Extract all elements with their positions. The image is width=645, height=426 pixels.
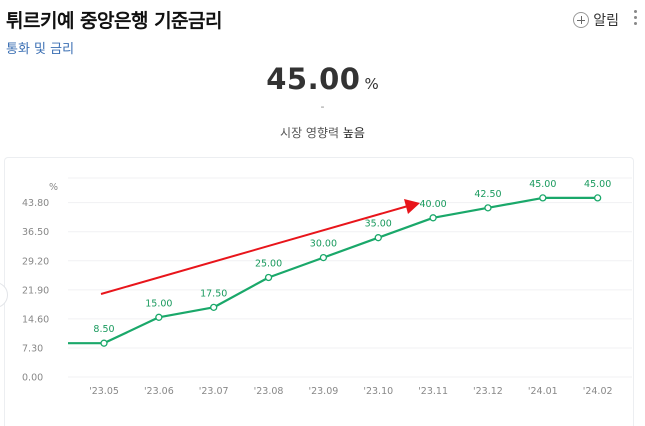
data-label: 45.00 xyxy=(584,179,611,190)
rate-change: - xyxy=(320,100,325,113)
data-point xyxy=(374,234,382,242)
data-label: 30.00 xyxy=(310,239,337,250)
data-point xyxy=(484,204,492,212)
rate-value: 45.00 xyxy=(266,62,361,96)
plus-circle-icon xyxy=(573,12,590,28)
x-tick-label: '23.10 xyxy=(363,386,393,397)
data-label: 35.00 xyxy=(365,219,392,230)
x-tick-label: '23.11 xyxy=(418,386,448,397)
market-impact: 시장 영향력 높음 xyxy=(0,124,645,141)
y-unit-label: % xyxy=(49,182,58,193)
y-tick-label: 7.30 xyxy=(22,343,43,354)
data-label: 40.00 xyxy=(419,199,446,210)
series-line xyxy=(68,196,598,345)
data-point xyxy=(155,313,163,321)
x-tick-label: '24.01 xyxy=(528,386,558,397)
alert-label: 알림 xyxy=(593,13,619,29)
x-tick-label: '23.09 xyxy=(308,386,338,397)
current-value: 45.00% xyxy=(0,62,645,96)
data-label: 42.50 xyxy=(474,189,501,200)
impact-value: 높음 xyxy=(342,126,365,140)
more-vertical-icon[interactable] xyxy=(633,10,637,26)
data-label: 17.50 xyxy=(200,288,227,299)
data-label: 45.00 xyxy=(529,179,556,190)
data-point xyxy=(594,194,602,202)
impact-label: 시장 영향력 xyxy=(280,126,340,140)
rate-unit: % xyxy=(364,75,379,93)
data-point xyxy=(210,303,218,312)
data-point xyxy=(100,339,108,347)
data-point xyxy=(429,214,437,222)
page-title: 튀르키예 중앙은행 기준금리 xyxy=(6,10,223,32)
y-tick-label: 36.50 xyxy=(22,227,49,238)
x-tick-label: '23.05 xyxy=(89,386,119,397)
y-tick-label: 21.90 xyxy=(22,285,49,296)
x-tick-label: '23.06 xyxy=(144,386,174,397)
y-tick-label: 43.80 xyxy=(22,198,49,209)
x-tick-label: '23.07 xyxy=(199,386,229,397)
data-label: 8.50 xyxy=(93,324,114,335)
x-tick-label: '24.02 xyxy=(583,386,613,397)
data-label: 15.00 xyxy=(145,298,172,309)
trend-arrow-head xyxy=(404,199,420,214)
data-point xyxy=(264,273,273,282)
x-tick-label: '23.08 xyxy=(254,386,284,397)
y-tick-label: 0.00 xyxy=(22,373,43,384)
y-tick-label: 29.20 xyxy=(22,256,49,267)
data-point xyxy=(539,194,547,202)
data-point xyxy=(319,253,328,262)
trend-arrow-shaft xyxy=(100,205,409,295)
alert-button[interactable]: 알림 xyxy=(573,10,619,30)
x-tick-label: '23.12 xyxy=(473,386,503,397)
y-tick-label: 14.60 xyxy=(22,314,49,325)
page-subtitle[interactable]: 통화 및 금리 xyxy=(6,42,75,57)
data-label: 25.00 xyxy=(255,259,282,270)
